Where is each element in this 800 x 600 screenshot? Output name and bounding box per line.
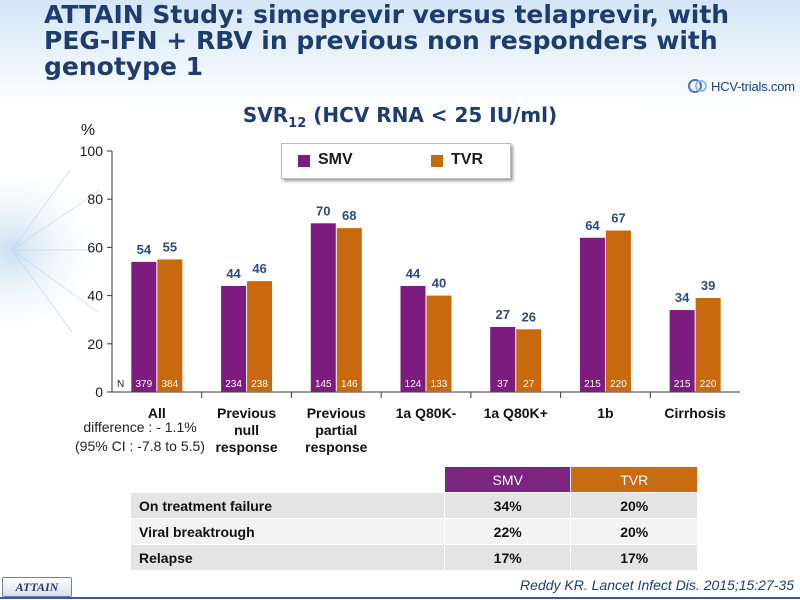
- bar-smv: [490, 326, 516, 392]
- logo-text: HCV-trials.com: [711, 79, 795, 94]
- y-tick-label: 40: [87, 288, 103, 304]
- study-badge: ATTAIN: [2, 577, 72, 597]
- bar-tvr: [426, 295, 452, 392]
- bar-smv: [579, 237, 605, 392]
- n-value-smv: 145: [315, 379, 332, 390]
- difference-note: difference : - 1.1% (95% CI : -7.8 to 5.…: [60, 418, 220, 456]
- data-label-smv: 44: [226, 266, 241, 281]
- logo-icon: [688, 79, 707, 93]
- data-label-smv: 34: [675, 290, 690, 305]
- data-label-tvr: 46: [252, 261, 266, 276]
- table-row: On treatment failure 34% 20%: [130, 492, 698, 519]
- n-value-smv: 215: [584, 379, 601, 390]
- table-cell-smv: 22%: [443, 518, 572, 545]
- y-axis-label: %: [81, 122, 95, 139]
- legend-swatch-tvr: [431, 155, 443, 167]
- y-tick-label: 0: [95, 384, 103, 400]
- category-label: Previous: [307, 405, 366, 421]
- data-label-smv: 70: [316, 203, 330, 218]
- data-label-tvr: 55: [163, 239, 177, 254]
- bar-tvr: [336, 228, 362, 392]
- data-label-smv: 64: [585, 218, 600, 233]
- n-value-tvr: 220: [700, 379, 717, 390]
- subtitle-subscript: 12: [288, 116, 307, 131]
- n-value-smv: 124: [405, 379, 422, 390]
- subtitle-svr: SVR: [242, 103, 289, 127]
- bar-smv: [310, 223, 336, 392]
- category-label: 1b: [597, 405, 613, 421]
- subtitle-rest: (HCV RNA < 25 IU/ml): [306, 103, 558, 127]
- bar-smv: [400, 285, 426, 392]
- category-label: Cirrhosis: [664, 405, 726, 421]
- hcv-trials-logo: HCV-trials.com: [687, 77, 797, 97]
- bar-smv: [131, 261, 157, 392]
- table-row: Viral breaktrough 22% 20%: [130, 518, 698, 545]
- n-value-tvr: 27: [523, 379, 535, 390]
- legend-label-smv: SMV: [318, 151, 353, 168]
- n-value-tvr: 146: [341, 379, 358, 390]
- table-row-label: Viral breaktrough: [130, 518, 445, 545]
- legend-label-tvr: TVR: [451, 151, 483, 168]
- n-value-tvr: 133: [431, 379, 448, 390]
- n-value-tvr: 220: [610, 379, 627, 390]
- data-label-smv: 54: [137, 242, 152, 257]
- chart-subtitle: SVR12 (HCV RNA < 25 IU/ml): [0, 103, 800, 131]
- bar-smv: [221, 285, 247, 392]
- category-label: 1a Q80K-: [396, 405, 457, 421]
- legend-swatch-smv: [298, 155, 310, 167]
- data-label-tvr: 39: [701, 278, 715, 293]
- table-cell-smv: 17%: [443, 544, 572, 571]
- table-header-tvr: TVR: [570, 466, 698, 493]
- n-value-smv: 37: [497, 379, 509, 390]
- table-cell-tvr: 17%: [570, 544, 698, 571]
- n-value-smv: 379: [136, 379, 153, 390]
- category-label: null: [234, 422, 259, 438]
- category-label: response: [215, 439, 277, 455]
- y-tick-label: 80: [87, 191, 103, 207]
- data-label-tvr: 68: [342, 208, 356, 223]
- category-label: All: [148, 405, 166, 421]
- n-value-tvr: 384: [162, 379, 179, 390]
- table-header-blank: [130, 466, 445, 493]
- table-cell-tvr: 20%: [570, 518, 698, 545]
- data-label-tvr: 67: [611, 211, 625, 226]
- failure-table: SMV TVR On treatment failure 34% 20% Vir…: [130, 466, 698, 571]
- table-row-label: Relapse: [130, 544, 445, 571]
- n-value-smv: 215: [674, 379, 691, 390]
- table-cell-tvr: 20%: [570, 492, 698, 519]
- bar-tvr: [157, 259, 183, 392]
- n-value-tvr: 238: [251, 379, 268, 390]
- table-row-label: On treatment failure: [130, 492, 445, 519]
- table-row: Relapse 17% 17%: [130, 544, 698, 571]
- y-tick-label: 100: [80, 143, 104, 159]
- citation: Reddy KR. Lancet Infect Dis. 2015;15:27-…: [520, 577, 794, 593]
- bar-tvr: [516, 329, 542, 392]
- data-label-smv: 44: [406, 266, 421, 281]
- slide-title: ATTAIN Study: simeprevir versus telaprev…: [44, 0, 730, 81]
- difference-line-2: (95% CI : -7.8 to 5.5): [75, 438, 205, 454]
- bar-smv: [669, 310, 695, 392]
- category-label: Previous: [217, 405, 276, 421]
- category-label: 1a Q80K+: [484, 405, 548, 421]
- y-tick-label: 60: [87, 239, 103, 255]
- bar-tvr: [605, 230, 631, 392]
- data-label-tvr: 26: [521, 309, 535, 324]
- data-label-tvr: 40: [432, 276, 446, 291]
- n-value-smv: 234: [225, 379, 242, 390]
- table-header-smv: SMV: [443, 466, 572, 493]
- y-tick-label: 20: [87, 336, 103, 352]
- chart-legend: SMV TVR: [281, 143, 511, 179]
- table-header-row: SMV TVR: [130, 466, 698, 493]
- n-label: N: [117, 379, 124, 390]
- category-label: partial: [315, 422, 357, 438]
- data-label-smv: 27: [495, 307, 509, 322]
- bar-tvr: [695, 298, 721, 392]
- bar-tvr: [247, 281, 273, 392]
- difference-line-1: difference : - 1.1%: [83, 419, 197, 435]
- category-label: response: [305, 439, 367, 455]
- table-cell-smv: 34%: [443, 492, 572, 519]
